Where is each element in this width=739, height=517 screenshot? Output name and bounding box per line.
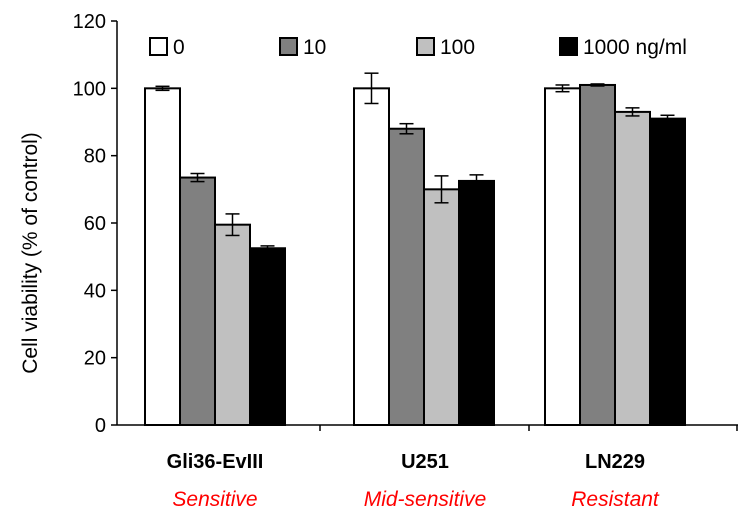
bar-series [144,83,686,427]
error-bar-2-2 [625,107,640,117]
legend: 0 10 100 1000 ng/ml [149,36,687,59]
error-bar-0-2 [225,213,240,237]
error-bar-1-1 [399,122,414,135]
bar-1-3 [458,179,495,426]
legend-label: 0 [173,36,185,59]
bar-1-0 [353,87,390,426]
category-label-2: LN229 [585,451,645,473]
y-tick-label-20: 20 [84,348,106,370]
legend-label: 100 [440,36,475,59]
legend-item-1: 10 [279,36,326,59]
bar-1-2 [423,188,460,426]
bar-2-2 [614,110,651,427]
error-bar-2-3 [660,114,675,123]
bar-0-2 [214,223,251,426]
bar-2-1 [579,83,616,426]
error-bar-1-2 [434,175,449,204]
error-bar-1-3 [469,174,484,188]
category-sublabel-2: Resistant [571,488,660,511]
legend-item-2: 100 [416,36,475,59]
category-sublabel-0: Sensitive [172,488,257,511]
error-bars [155,72,675,252]
bar-1-1 [388,127,425,426]
bar-0-3 [249,247,286,426]
y-axis-title: Cell viability (% of control) [19,132,42,374]
bar-2-3 [649,117,686,426]
y-tick-label-100: 100 [73,78,106,100]
legend-swatch [559,37,578,56]
category-label-0: Gli36-EvIII [167,451,264,473]
legend-label: 10 [303,36,326,59]
category-label-1: U251 [401,451,449,473]
y-tick-label-40: 40 [84,280,106,302]
y-tick-label-80: 80 [84,146,106,168]
legend-item-0: 0 [149,36,185,59]
bar-2-0 [544,87,581,426]
legend-swatch [279,37,298,56]
error-bar-0-0 [155,85,170,92]
legend-swatch [149,37,168,56]
error-bar-1-0 [364,72,379,105]
error-bar-0-3 [260,245,275,252]
error-bar-2-0 [555,84,570,93]
error-bar-0-1 [190,172,205,183]
legend-label: 1000 ng/ml [583,36,687,59]
bar-0-1 [179,176,216,426]
y-tick-label-60: 60 [84,213,106,235]
category-sublabel-1: Mid-sensitive [364,488,487,511]
legend-item-3: 1000 ng/ml [559,36,687,59]
legend-swatch [416,37,435,56]
y-axis-ticks: 0 20 40 60 80 100 120 [73,11,117,437]
bar-0-0 [144,87,181,426]
error-bar-2-1 [590,83,605,87]
x-axis-labels: Gli36-EvIII Sensitive U251 Mid-sensitive LN2… [167,451,660,511]
y-tick-label-120: 120 [73,11,106,33]
y-tick-label-0: 0 [95,415,106,437]
